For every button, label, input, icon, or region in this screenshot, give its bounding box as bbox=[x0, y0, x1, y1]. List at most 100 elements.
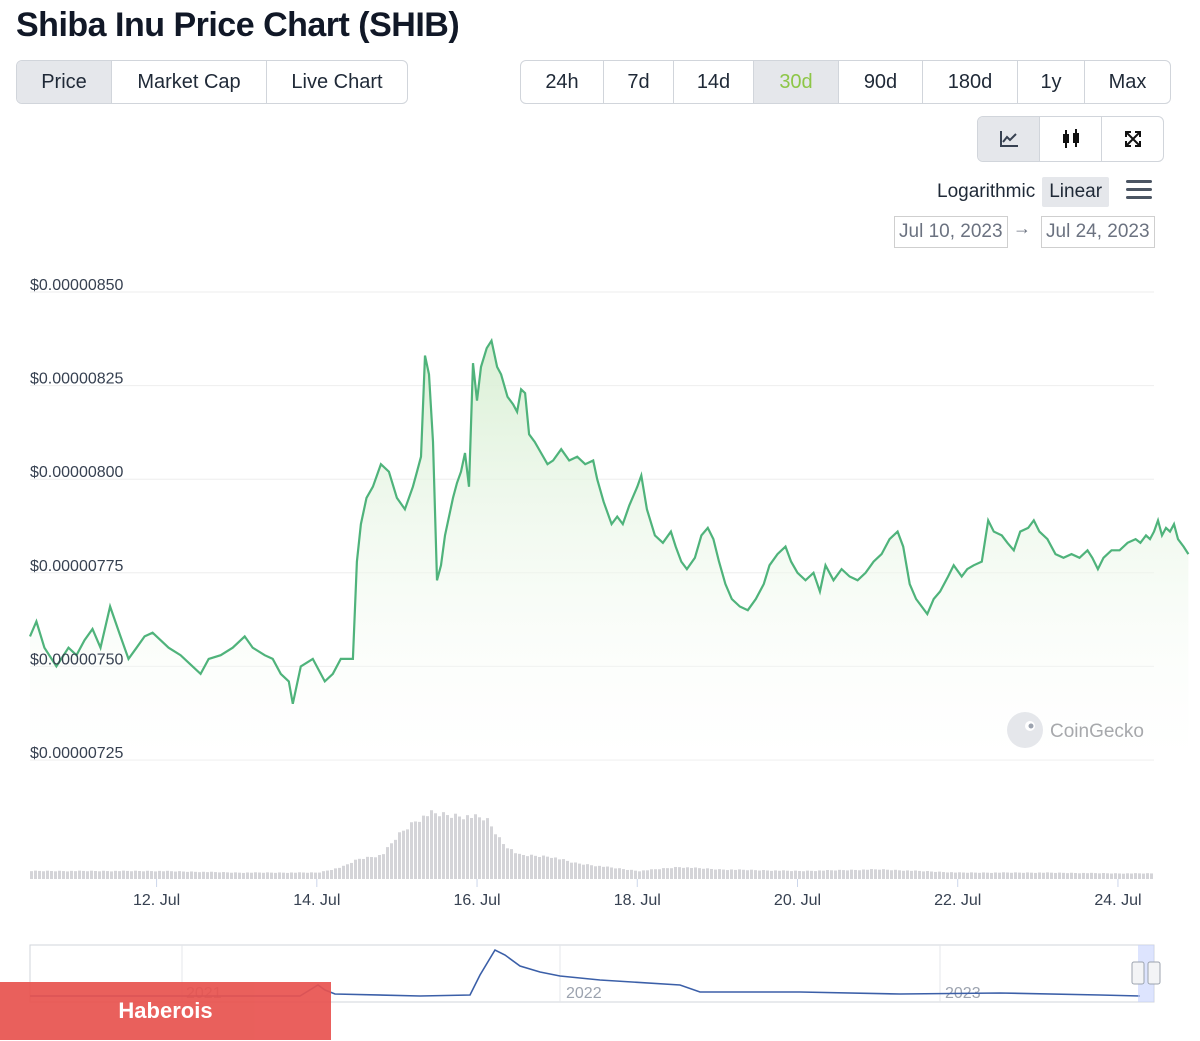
line-chart-icon[interactable] bbox=[978, 117, 1040, 161]
volume-bar bbox=[382, 854, 385, 879]
volume-bar bbox=[274, 872, 277, 879]
volume-bar bbox=[726, 870, 729, 879]
volume-bar bbox=[370, 857, 373, 879]
chart-view-tabs: Price Market Cap Live Chart bbox=[16, 60, 408, 104]
range-24h-button[interactable]: 24h bbox=[521, 61, 604, 103]
tab-price[interactable]: Price bbox=[17, 61, 112, 103]
volume-bar bbox=[778, 870, 781, 879]
volume-bar bbox=[542, 855, 545, 879]
volume-bar bbox=[366, 856, 369, 879]
volume-bar bbox=[458, 816, 461, 879]
volume-bar bbox=[706, 868, 709, 879]
volume-bar bbox=[546, 856, 549, 879]
volume-bar bbox=[1114, 873, 1117, 879]
volume-bar bbox=[606, 866, 609, 879]
volume-bar bbox=[974, 872, 977, 879]
volume-bar bbox=[358, 858, 361, 879]
fullscreen-icon[interactable] bbox=[1102, 117, 1163, 161]
range-7d-button[interactable]: 7d bbox=[604, 61, 674, 103]
volume-bar bbox=[1134, 873, 1137, 879]
volume-bar bbox=[674, 866, 677, 879]
volume-bar bbox=[846, 870, 849, 879]
volume-bar bbox=[1030, 872, 1033, 879]
range-1y-button[interactable]: 1y bbox=[1018, 61, 1085, 103]
volume-bar bbox=[194, 871, 197, 879]
volume-bar bbox=[178, 871, 181, 879]
volume-bar bbox=[1086, 873, 1089, 879]
tab-live-chart[interactable]: Live Chart bbox=[291, 70, 383, 93]
volume-bar bbox=[290, 872, 293, 879]
volume-bar bbox=[1022, 872, 1025, 879]
volume-bar bbox=[898, 870, 901, 879]
x-tick-label: 22. Jul bbox=[934, 892, 981, 909]
volume-bar bbox=[294, 872, 297, 879]
volume-bar bbox=[770, 870, 773, 879]
volume-bar bbox=[690, 867, 693, 879]
volume-bar bbox=[850, 869, 853, 879]
linear-option[interactable]: Linear bbox=[1042, 177, 1110, 207]
volume-bar bbox=[1018, 872, 1021, 879]
volume-bar bbox=[206, 872, 209, 879]
arrow-icon: → bbox=[1013, 218, 1031, 238]
volume-bar bbox=[874, 869, 877, 879]
range-14d-button[interactable]: 14d bbox=[674, 61, 754, 103]
volume-bar bbox=[562, 859, 565, 879]
logarithmic-option[interactable]: Logarithmic bbox=[937, 181, 1036, 202]
volume-bar bbox=[558, 859, 561, 879]
volume-bar bbox=[78, 870, 81, 879]
volume-bar bbox=[394, 839, 397, 879]
volume-bar bbox=[334, 868, 337, 879]
coingecko-logo-icon bbox=[1007, 712, 1043, 748]
volume-bar bbox=[174, 871, 177, 879]
volume-bar bbox=[510, 849, 513, 879]
x-tick-label: 18. Jul bbox=[614, 892, 661, 909]
range-90d-button[interactable]: 90d bbox=[839, 61, 923, 103]
volume-bar bbox=[266, 872, 269, 879]
date-from-input[interactable]: Jul 10, 2023 bbox=[894, 216, 1008, 248]
chart-type-tools bbox=[977, 116, 1164, 162]
time-range-tabs: 24h 7d 14d 30d 90d 180d 1y Max bbox=[520, 60, 1171, 104]
volume-bar bbox=[970, 872, 973, 879]
volume-bar bbox=[106, 871, 109, 879]
volume-bar bbox=[530, 854, 533, 879]
volume-bar bbox=[882, 869, 885, 879]
volume-bar bbox=[618, 868, 621, 879]
volume-bar bbox=[922, 871, 925, 879]
volume-bar bbox=[762, 870, 765, 879]
volume-bar bbox=[918, 870, 921, 879]
volume-bar bbox=[1110, 873, 1113, 879]
x-tick-label: 20. Jul bbox=[774, 892, 821, 909]
volume-bar bbox=[702, 868, 705, 879]
volume-bar bbox=[862, 869, 865, 879]
volume-bar bbox=[214, 872, 217, 879]
volume-bar bbox=[1074, 873, 1077, 879]
volume-bar bbox=[54, 871, 57, 879]
volume-bar bbox=[246, 872, 249, 879]
volume-bar bbox=[1150, 873, 1153, 879]
volume-bar bbox=[810, 870, 813, 879]
volume-bar bbox=[402, 830, 405, 879]
volume-bar bbox=[186, 871, 189, 879]
volume-bar bbox=[750, 869, 753, 879]
candlestick-icon[interactable] bbox=[1040, 117, 1102, 161]
volume-bar bbox=[1054, 872, 1057, 879]
range-max-button[interactable]: Max bbox=[1108, 70, 1147, 93]
volume-bar bbox=[446, 815, 449, 879]
volume-bar bbox=[34, 870, 37, 879]
range-30d-button[interactable]: 30d bbox=[754, 61, 839, 103]
volume-bar bbox=[678, 867, 681, 879]
volume-bar bbox=[782, 870, 785, 879]
volume-bar bbox=[658, 869, 661, 879]
date-to-input[interactable]: Jul 24, 2023 bbox=[1041, 216, 1155, 248]
volume-bar bbox=[338, 867, 341, 879]
hamburger-menu-icon[interactable] bbox=[1126, 180, 1152, 202]
volume-bar bbox=[58, 870, 61, 879]
volume-bar bbox=[1118, 873, 1121, 879]
volume-bar bbox=[642, 870, 645, 879]
banner-watermark: Haberois bbox=[0, 982, 331, 1040]
volume-bar bbox=[698, 868, 701, 879]
volume-bar bbox=[282, 872, 285, 879]
tab-market-cap[interactable]: Market Cap bbox=[112, 61, 267, 103]
range-180d-button[interactable]: 180d bbox=[923, 61, 1018, 103]
volume-bar bbox=[586, 864, 589, 879]
